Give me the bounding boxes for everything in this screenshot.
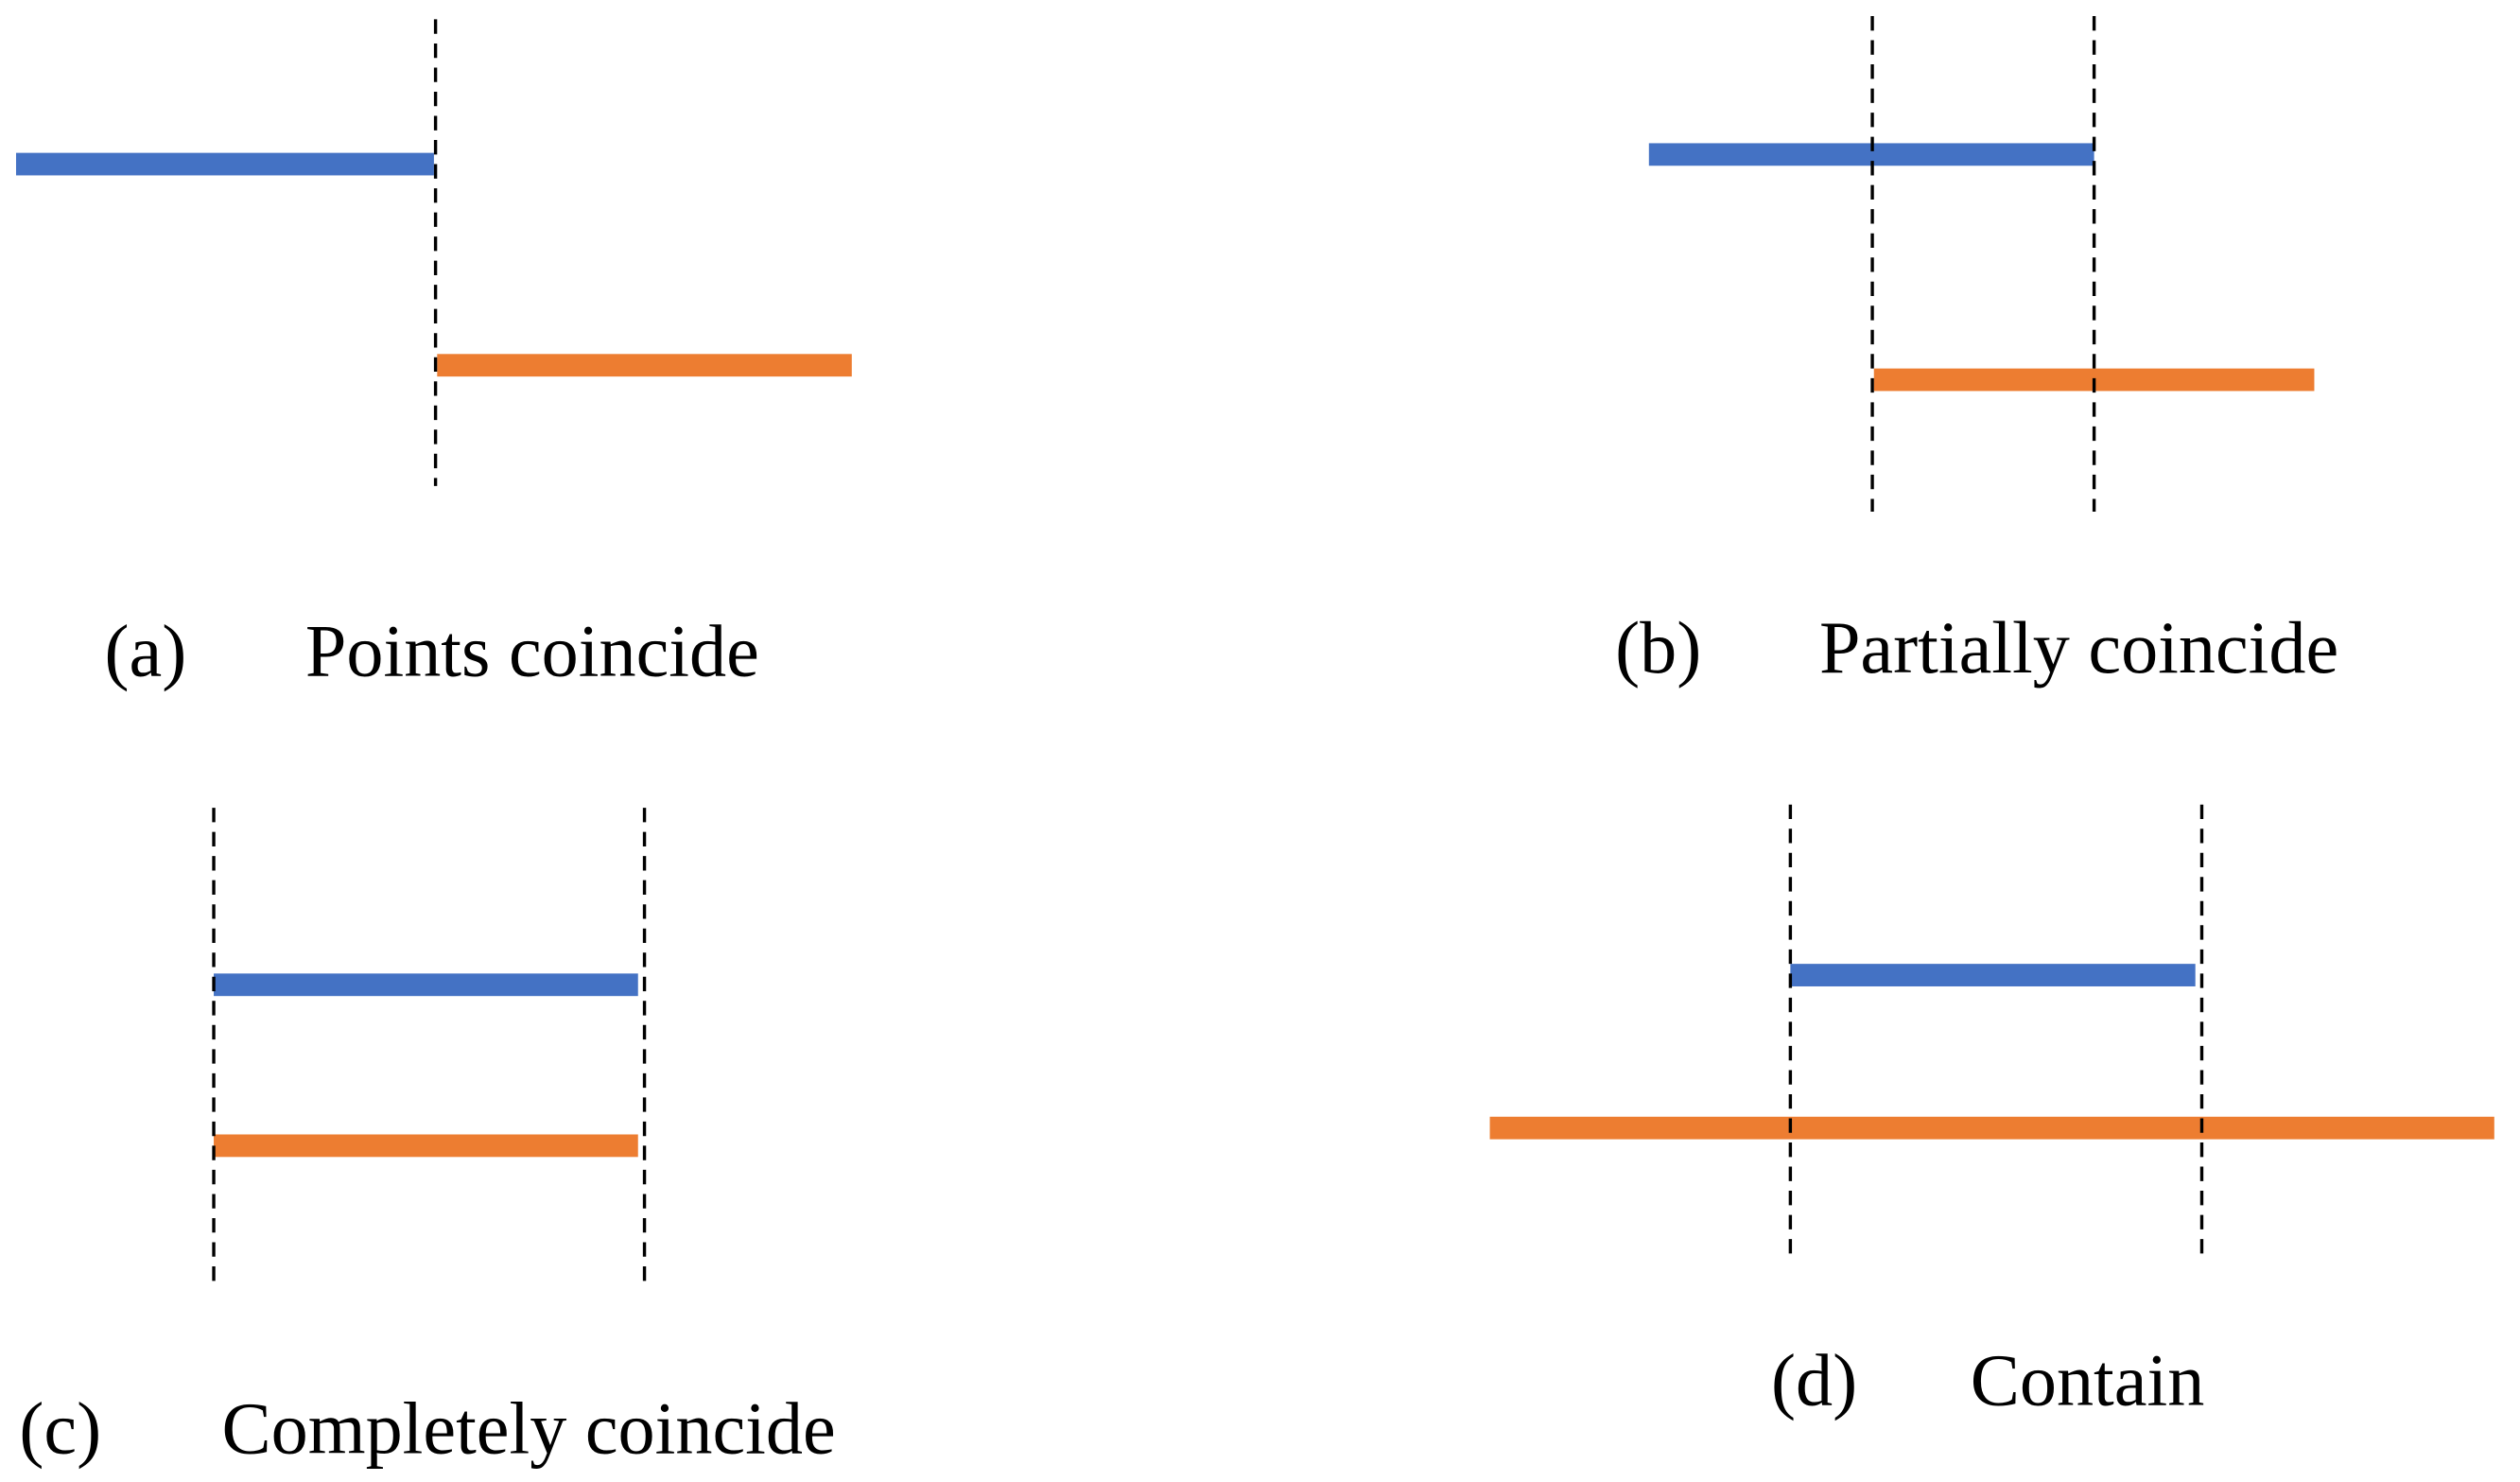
panel-c: (c) Completely coincide bbox=[19, 808, 836, 1469]
orange-interval bbox=[1489, 1116, 2494, 1140]
blue-interval bbox=[214, 973, 638, 997]
panel-letter: (d) bbox=[1771, 1338, 1857, 1421]
panel-letter: (b) bbox=[1615, 606, 1701, 689]
blue-interval bbox=[15, 152, 434, 176]
blue-interval bbox=[1648, 143, 2094, 166]
panel-caption: Completely coincide bbox=[222, 1386, 836, 1469]
orange-interval bbox=[214, 1134, 638, 1158]
panel-caption: Partially coincide bbox=[1819, 606, 2338, 689]
panel-letter: (c) bbox=[19, 1386, 101, 1469]
panel-a: (a) Points coincide bbox=[15, 19, 852, 692]
panel-letter: (a) bbox=[104, 610, 186, 692]
blue-interval bbox=[1790, 964, 2196, 986]
orange-interval bbox=[437, 354, 852, 377]
panel-caption: Points coincide bbox=[305, 610, 759, 692]
panel-d: (d) Contain bbox=[1489, 804, 2494, 1421]
panel-b: (b) Partially coincide bbox=[1615, 16, 2338, 689]
panel-caption: Contain bbox=[1971, 1338, 2205, 1421]
